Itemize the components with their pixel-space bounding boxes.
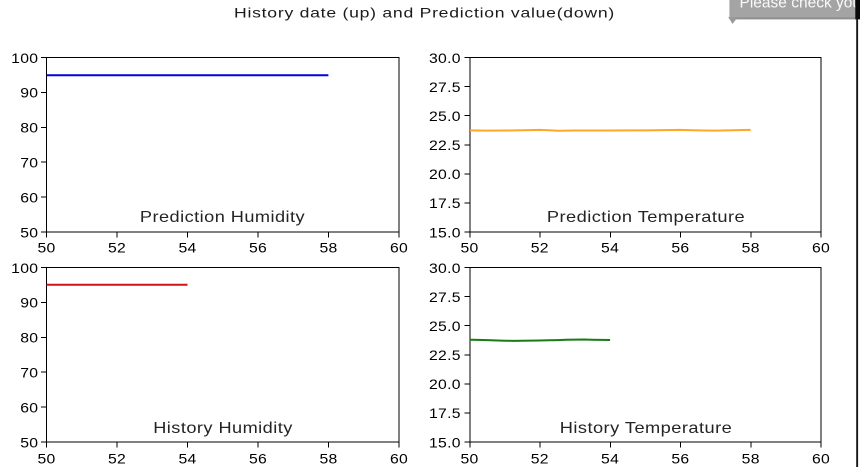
svg-text:60: 60 — [812, 242, 830, 257]
svg-text:52: 52 — [108, 452, 126, 467]
svg-text:History date (up) and Predicti: History date (up) and Prediction value(d… — [234, 6, 615, 21]
svg-text:20.0: 20.0 — [429, 168, 461, 183]
svg-text:50: 50 — [20, 226, 38, 241]
svg-text:50: 50 — [460, 452, 478, 467]
svg-text:58: 58 — [319, 452, 337, 467]
svg-text:Please check your param: Please check your param — [740, 0, 860, 12]
svg-text:60: 60 — [20, 191, 38, 206]
svg-text:27.5: 27.5 — [429, 81, 461, 96]
svg-text:100: 100 — [11, 262, 38, 277]
svg-text:90: 90 — [20, 297, 38, 312]
svg-text:27.5: 27.5 — [429, 291, 461, 306]
svg-text:History Temperature: History Temperature — [560, 419, 733, 437]
svg-text:20.0: 20.0 — [429, 378, 461, 393]
svg-text:22.5: 22.5 — [429, 139, 461, 154]
svg-text:30.0: 30.0 — [429, 52, 461, 67]
svg-text:54: 54 — [178, 452, 196, 467]
svg-text:58: 58 — [319, 242, 337, 257]
svg-text:54: 54 — [178, 242, 196, 257]
svg-text:17.5: 17.5 — [429, 197, 461, 212]
svg-text:80: 80 — [20, 331, 38, 346]
svg-text:54: 54 — [601, 452, 619, 467]
svg-text:90: 90 — [20, 87, 38, 102]
svg-text:15.0: 15.0 — [429, 436, 461, 451]
svg-text:60: 60 — [812, 452, 830, 467]
svg-text:56: 56 — [671, 242, 689, 257]
svg-text:80: 80 — [20, 121, 38, 136]
svg-text:60: 60 — [390, 452, 408, 467]
svg-text:25.0: 25.0 — [429, 110, 461, 125]
svg-text:70: 70 — [20, 156, 38, 171]
svg-text:Prediction Temperature: Prediction Temperature — [547, 208, 745, 226]
svg-text:52: 52 — [531, 452, 549, 467]
svg-text:52: 52 — [531, 242, 549, 257]
svg-text:56: 56 — [249, 242, 267, 257]
svg-text:Prediction Humidity: Prediction Humidity — [140, 208, 305, 226]
svg-text:30.0: 30.0 — [429, 262, 461, 277]
svg-text:56: 56 — [249, 452, 267, 467]
svg-text:50: 50 — [37, 242, 55, 257]
svg-text:60: 60 — [20, 401, 38, 416]
svg-text:52: 52 — [108, 242, 126, 257]
svg-text:54: 54 — [601, 242, 619, 257]
svg-text:100: 100 — [11, 52, 38, 67]
svg-text:50: 50 — [460, 242, 478, 257]
svg-text:22.5: 22.5 — [429, 349, 461, 364]
svg-text:50: 50 — [20, 436, 38, 451]
svg-text:56: 56 — [671, 452, 689, 467]
svg-text:17.5: 17.5 — [429, 407, 461, 422]
svg-text:50: 50 — [37, 452, 55, 467]
svg-text:58: 58 — [742, 242, 760, 257]
svg-text:History Humidity: History Humidity — [153, 419, 293, 437]
svg-text:60: 60 — [390, 242, 408, 257]
svg-text:58: 58 — [742, 452, 760, 467]
svg-text:70: 70 — [20, 366, 38, 381]
svg-text:25.0: 25.0 — [429, 320, 461, 335]
svg-text:15.0: 15.0 — [429, 226, 461, 241]
